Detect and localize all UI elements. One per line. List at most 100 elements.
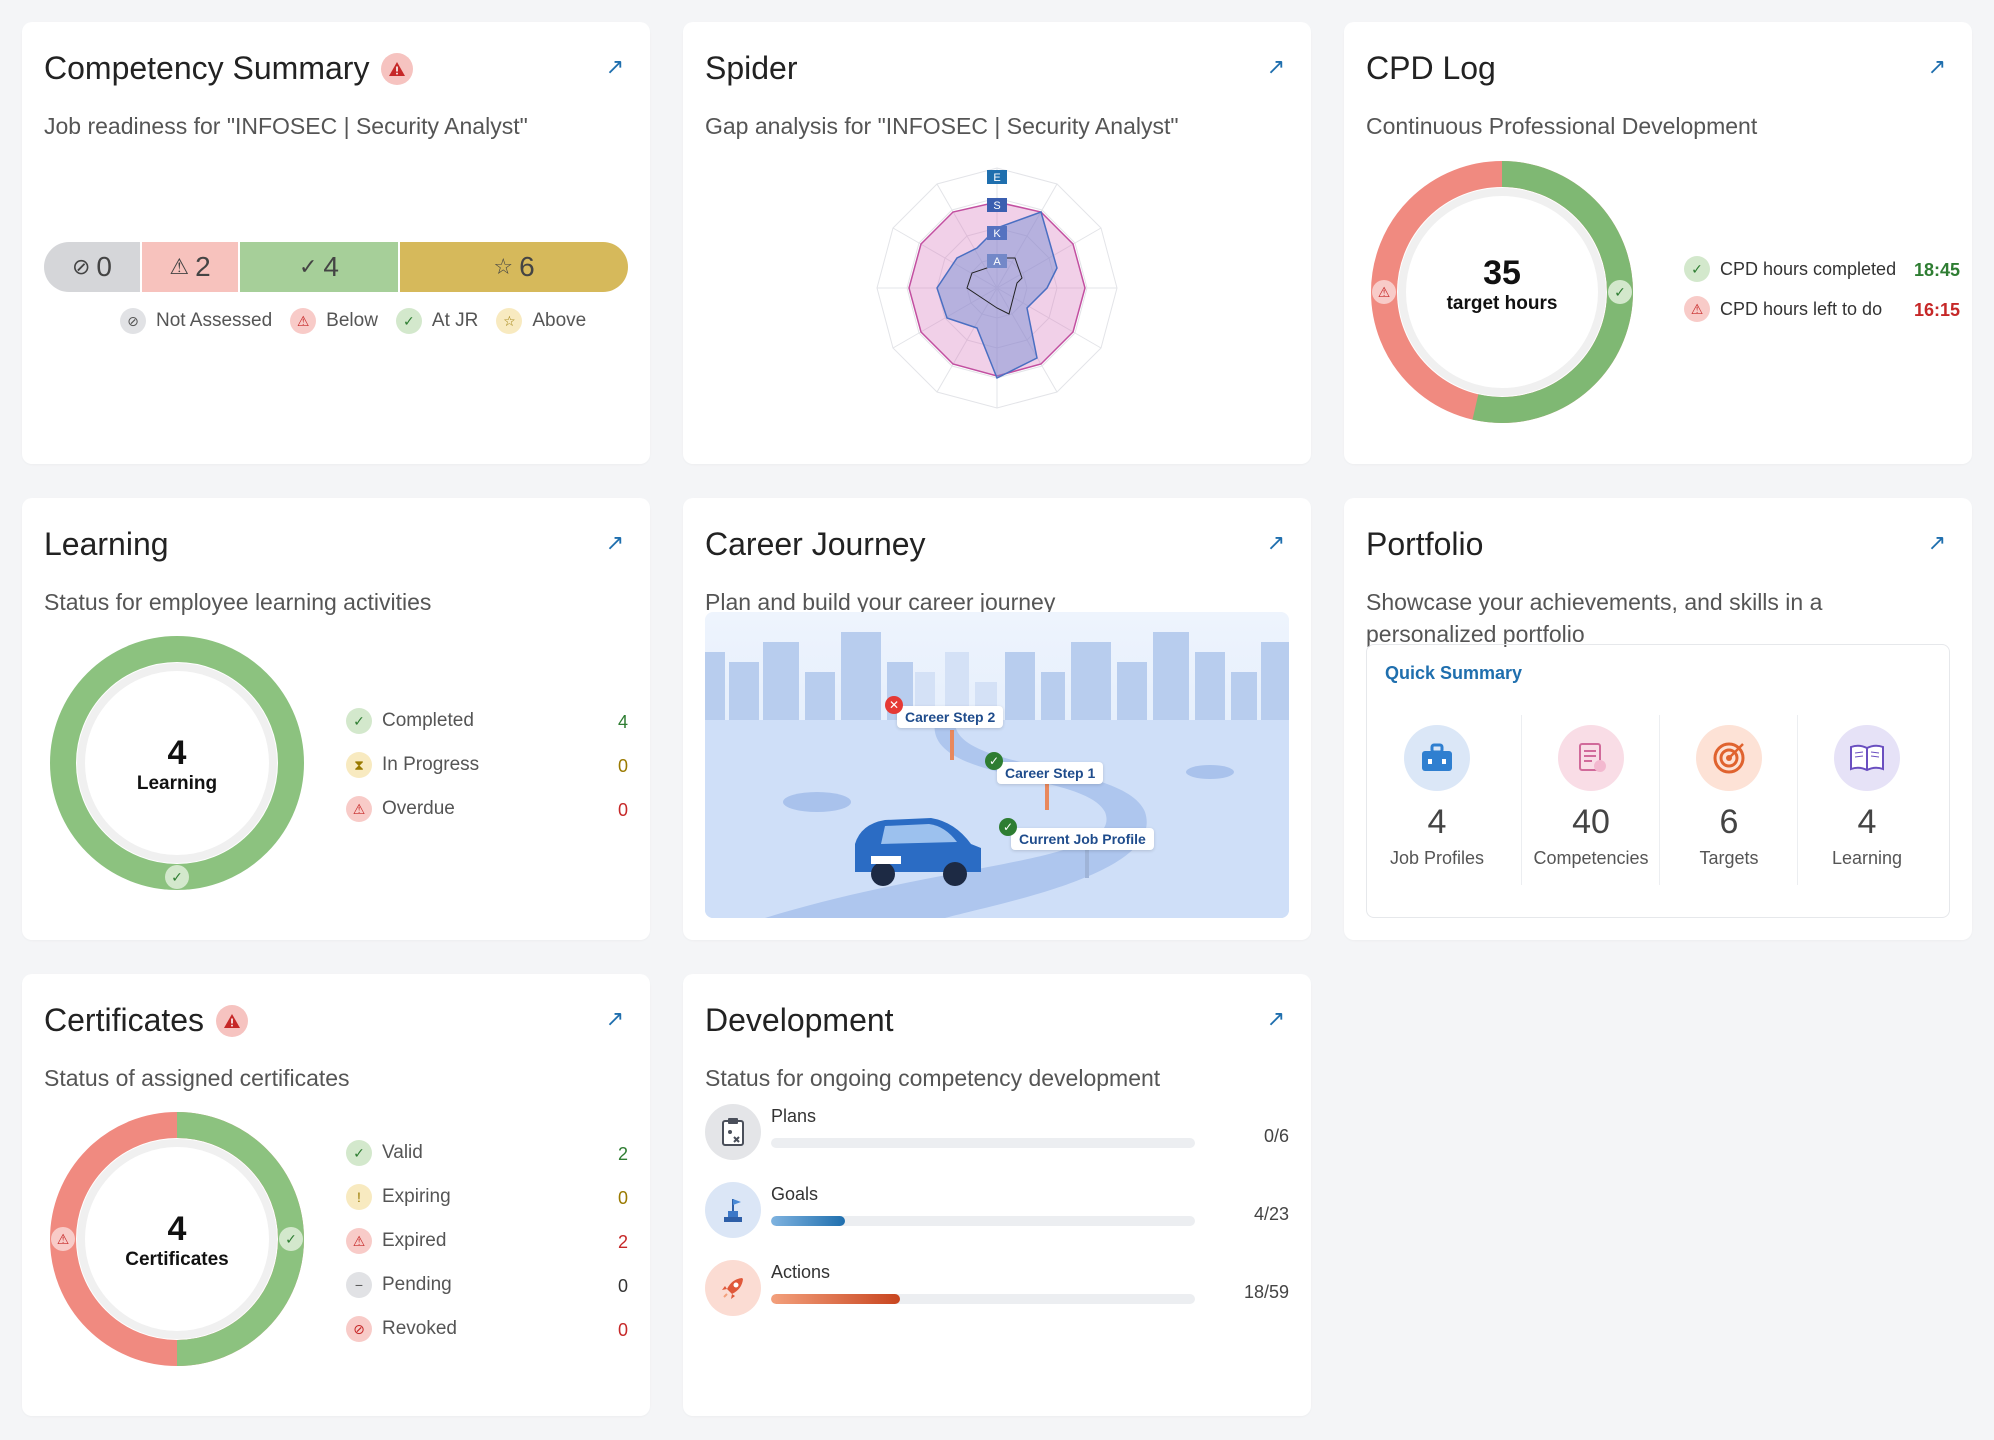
- career-step-2-label[interactable]: Career Step 2: [897, 706, 1004, 728]
- spider-subtitle: Gap analysis for "INFOSEC | Security Ana…: [705, 113, 1179, 139]
- legend-below: ⚠ Below: [290, 308, 378, 334]
- career-subtitle: Plan and build your career journey: [705, 589, 1056, 615]
- svg-text:⚠: ⚠: [1378, 285, 1391, 301]
- legend-at-jr: ✓ At JR: [395, 308, 478, 334]
- cert-item-revoked: ⊘ Revoked: [346, 1316, 457, 1342]
- expand-arrow-icon[interactable]: ↗: [1266, 1006, 1286, 1031]
- warning-icon: [216, 1004, 249, 1037]
- goals-progress-track: [771, 1216, 1195, 1226]
- career-journey-card: Career Journey Plan and build your caree…: [683, 498, 1311, 940]
- cpd-center: 35 target hours: [1446, 254, 1558, 314]
- spider-card: Spider Gap analysis for "INFOSEC | Secur…: [683, 22, 1311, 464]
- actions-progress-fill: [771, 1294, 901, 1304]
- career-step-1-label[interactable]: Career Step 1: [997, 762, 1104, 784]
- cpd-left-value: 16:15: [1914, 300, 1961, 320]
- competency-summary-title: Competency Summary: [44, 50, 414, 87]
- error-marker-icon: ✕: [885, 696, 903, 714]
- check-icon: ✓: [1684, 256, 1710, 282]
- actions-progress-track: [771, 1294, 1195, 1304]
- cpd-completed-row: ✓ CPD hours completed: [1684, 256, 1896, 282]
- expand-arrow-icon[interactable]: ↗: [1927, 530, 1947, 555]
- learning-item-completed: ✓ Completed: [346, 708, 474, 734]
- expand-arrow-icon[interactable]: ↗: [605, 1006, 625, 1031]
- warning-icon: ⚠: [346, 1228, 372, 1254]
- dev-row-actions[interactable]: Actions 18/59: [705, 1260, 1289, 1320]
- learning-completed-count: 4: [618, 712, 629, 732]
- clipboard-icon: [705, 1104, 761, 1160]
- cert-item-expiring: ! Expiring: [346, 1184, 451, 1210]
- expand-arrow-icon[interactable]: ↗: [1266, 54, 1286, 79]
- spider-chart: E S K A: [876, 167, 1118, 409]
- quick-summary-title: Quick Summary: [1385, 663, 1523, 683]
- legend-above: ☆ Above: [496, 308, 586, 334]
- briefcase-icon: [1404, 725, 1470, 791]
- check-icon: ✓: [346, 1140, 372, 1166]
- competency-summary-subtitle: Job readiness for "INFOSEC | Security An…: [44, 113, 528, 139]
- expand-arrow-icon[interactable]: ↗: [605, 530, 625, 555]
- legend-not-assessed: ⊘ Not Assessed: [120, 308, 272, 334]
- cpd-title: CPD Log: [1366, 50, 1496, 86]
- segment-not-assessed[interactable]: ⊘ 0: [44, 242, 140, 292]
- svg-text:✓: ✓: [171, 870, 183, 886]
- competency-summary-card: Competency Summary Job readiness for "IN…: [22, 22, 650, 464]
- portfolio-card: Portfolio Showcase your achievements, an…: [1344, 498, 1972, 940]
- career-title: Career Journey: [705, 526, 926, 562]
- goals-progress-fill: [771, 1216, 845, 1226]
- learning-center: 4 Learning: [136, 734, 218, 794]
- learning-item-in-progress: ⧗ In Progress: [346, 752, 479, 778]
- certificates-title: Certificates: [44, 1002, 249, 1039]
- divider: [1797, 715, 1798, 885]
- expand-arrow-icon[interactable]: ↗: [1266, 530, 1286, 555]
- learning-donut: ✓: [50, 636, 304, 890]
- learning-subtitle: Status for employee learning activities: [44, 589, 432, 615]
- star-icon: ☆: [496, 308, 523, 334]
- cpd-log-card: CPD Log Continuous Professional Developm…: [1344, 22, 1972, 464]
- cert-revoked-count: 0: [618, 1320, 629, 1340]
- learning-in-progress-count: 0: [618, 756, 629, 776]
- cert-expiring-count: 0: [618, 1188, 629, 1208]
- segment-above[interactable]: ☆ 6: [400, 242, 628, 292]
- check-icon: ✓: [346, 708, 372, 734]
- cert-item-expired: ⚠ Expired: [346, 1228, 446, 1254]
- certificates-center: 4 Certificates: [125, 1210, 229, 1270]
- competency-legend: ⊘ Not Assessed ⚠ Below ✓ At JR ☆ Above: [120, 308, 586, 334]
- current-job-profile-label[interactable]: Current Job Profile: [1011, 828, 1154, 850]
- quick-summary: Quick Summary 4 Job Profiles 40 Competen…: [1366, 644, 1950, 918]
- certificates-subtitle: Status of assigned certificates: [44, 1065, 350, 1091]
- qs-targets[interactable]: 6 Targets: [1661, 725, 1797, 869]
- qs-learning[interactable]: 4 Learning: [1799, 725, 1935, 869]
- competency-list-icon: [1558, 725, 1624, 791]
- dev-row-plans[interactable]: Plans 0/6: [705, 1104, 1289, 1164]
- dev-row-goals[interactable]: Goals 4/23: [705, 1182, 1289, 1242]
- svg-text:⚠: ⚠: [57, 1232, 70, 1248]
- rocket-icon: [705, 1260, 761, 1316]
- learning-overdue-count: 0: [618, 800, 629, 820]
- check-icon: ✓: [395, 308, 422, 334]
- expand-arrow-icon[interactable]: ↗: [605, 54, 625, 79]
- development-subtitle: Status for ongoing competency developmen…: [705, 1065, 1161, 1091]
- qs-competencies[interactable]: 40 Competencies: [1523, 725, 1659, 869]
- segment-at-jr[interactable]: ✓ 4: [240, 242, 398, 292]
- check-icon: ✓: [298, 254, 318, 279]
- warning-marker-icon: [1372, 280, 1396, 304]
- learning-card: Learning Status for employee learning ac…: [22, 498, 650, 940]
- hourglass-icon: ⧗: [346, 752, 372, 778]
- expand-arrow-icon[interactable]: ↗: [1927, 54, 1947, 79]
- warning-marker-icon: [51, 1227, 75, 1251]
- divider: [1521, 715, 1522, 885]
- qs-job-profiles[interactable]: 4 Job Profiles: [1369, 725, 1505, 869]
- cpd-subtitle: Continuous Professional Development: [1366, 113, 1758, 139]
- ban-icon: ⊘: [71, 254, 91, 279]
- check-marker-icon: ✓: [985, 752, 1003, 770]
- cert-expired-count: 2: [618, 1232, 629, 1252]
- segment-below[interactable]: ⚠ 2: [142, 242, 238, 292]
- svg-text:K: K: [993, 228, 1001, 240]
- car-icon: [855, 818, 981, 886]
- check-marker-icon: ✓: [999, 818, 1017, 836]
- cpd-donut: ⚠ ✓: [1371, 161, 1633, 423]
- portfolio-title: Portfolio: [1366, 526, 1484, 562]
- warning-icon: ⚠: [346, 796, 372, 822]
- career-illustration[interactable]: Career Step 2 ✕ Career Step 1 ✓ Current …: [705, 612, 1289, 918]
- minus-circle-icon: −: [346, 1272, 372, 1298]
- warning-icon: [381, 52, 414, 85]
